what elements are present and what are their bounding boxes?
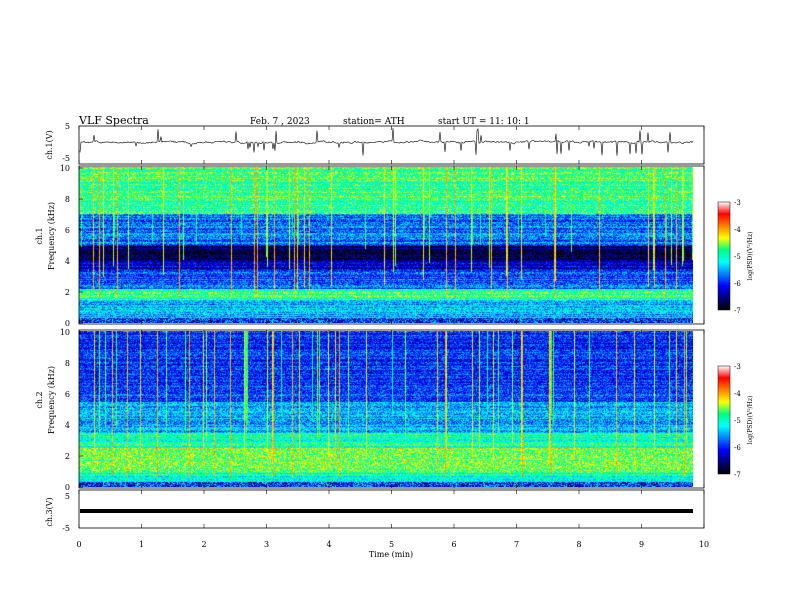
ch2-colorbar-tick-m5: -5 bbox=[734, 417, 741, 425]
time-axis: 0 1 2 3 4 5 6 7 8 9 10 bbox=[76, 126, 709, 549]
time-tick-label: 3 bbox=[264, 540, 269, 549]
frequency-tick-label: 4 bbox=[65, 421, 70, 430]
ch2-colorbar-label: log(PSD)(V²/Hz) bbox=[747, 396, 754, 445]
time-tick-label: 4 bbox=[326, 540, 331, 549]
ch1-colorbar-tick-m4: -4 bbox=[734, 226, 741, 234]
ch2-colorbar-frame bbox=[717, 365, 731, 475]
frequency-tick-label: 2 bbox=[65, 452, 70, 461]
ch3-waveform-line bbox=[80, 509, 693, 513]
ch2-channel-label: ch.2 bbox=[35, 391, 44, 408]
ch2-frequency-ticks: 10 8 6 4 2 0 bbox=[60, 328, 83, 492]
time-tick-label: 7 bbox=[514, 540, 519, 549]
ch1-waveform-frame bbox=[78, 125, 705, 165]
frequency-tick-label: 10 bbox=[60, 164, 70, 173]
frequency-tick-label: 0 bbox=[65, 319, 70, 328]
ch1-frequency-ticks: 10 8 6 4 2 0 bbox=[60, 164, 83, 328]
time-tick-label: 0 bbox=[76, 540, 81, 549]
ch1-colorbar-label: log(PSD)(V²/Hz) bbox=[747, 232, 754, 281]
ch3-ytick-top: 5 bbox=[65, 492, 70, 501]
ch1-channel-label: ch.1 bbox=[35, 227, 44, 244]
frequency-tick-label: 8 bbox=[65, 359, 70, 368]
ch1-colorbar-tick-m6: -6 bbox=[734, 280, 741, 288]
ch2-colorbar-tick-m7: -7 bbox=[734, 471, 741, 479]
start-ut-label: start UT = 11: 10: 1 bbox=[438, 117, 530, 127]
time-tick-label: 5 bbox=[389, 540, 394, 549]
time-tick-label: 8 bbox=[576, 540, 581, 549]
frequency-tick-label: 8 bbox=[65, 195, 70, 204]
ch1-colorbar-frame bbox=[717, 201, 731, 311]
ch3-waveform-panel: 5 -5 ch.3(V) 0 1 2 3 4 5 6 7 8 9 10 Time (min) bbox=[45, 126, 709, 559]
ch1-colorbar: -3 -4 -5 -6 -7 log(PSD)(V²/Hz) bbox=[717, 199, 754, 315]
ch3-ytick-bottom: -5 bbox=[62, 524, 70, 533]
ch2-spectrogram-panel: 10 8 6 4 2 0 ch.2 Frequency (kHz) bbox=[35, 328, 705, 492]
ch1-waveform-panel: 5 -5 ch.1(V) bbox=[45, 122, 705, 165]
frequency-tick-label: 0 bbox=[65, 483, 70, 492]
ch1-frequency-ylabel: Frequency (kHz) bbox=[47, 202, 56, 270]
ch2-colorbar: -3 -4 -5 -6 -7 log(PSD)(V²/Hz) bbox=[717, 363, 754, 479]
frequency-tick-label: 10 bbox=[60, 328, 70, 337]
ch1-ylabel: ch.1(V) bbox=[45, 130, 54, 159]
frequency-tick-label: 6 bbox=[65, 226, 70, 235]
frequency-tick-label: 6 bbox=[65, 390, 70, 399]
frequency-tick-label: 2 bbox=[65, 288, 70, 297]
ch2-colorbar-gradient bbox=[718, 366, 730, 474]
station-label: station= ATH bbox=[343, 117, 405, 127]
time-tick-label: 10 bbox=[699, 540, 709, 549]
ch1-colorbar-tick-m3: -3 bbox=[734, 199, 741, 207]
ch1-spectrogram-panel: 10 8 6 4 2 0 ch.1 Frequency (kHz) bbox=[35, 164, 705, 328]
ch1-ytick-top: 5 bbox=[65, 122, 70, 131]
frequency-tick-label: 4 bbox=[65, 257, 70, 266]
time-tick-label: 2 bbox=[201, 540, 206, 549]
time-axis-label: Time (min) bbox=[369, 550, 413, 559]
ch1-spectrogram-image bbox=[79, 167, 693, 323]
time-tick-label: 9 bbox=[639, 540, 644, 549]
date-label: Feb. 7 , 2023 bbox=[250, 117, 310, 127]
ch2-colorbar-tick-m3: -3 bbox=[734, 363, 741, 371]
ch2-colorbar-tick-m4: -4 bbox=[734, 390, 741, 398]
ch3-ylabel: ch.3(V) bbox=[45, 497, 54, 526]
ch1-colorbar-tick-m7: -7 bbox=[734, 307, 741, 315]
ch1-ytick-bottom: -5 bbox=[62, 154, 70, 163]
ch2-spectrogram-image bbox=[79, 331, 693, 487]
ch1-colorbar-gradient bbox=[718, 202, 730, 310]
time-tick-label: 1 bbox=[139, 540, 144, 549]
ch2-colorbar-tick-m6: -6 bbox=[734, 444, 741, 452]
ch1-waveform-line bbox=[79, 128, 694, 156]
ch2-frequency-ylabel: Frequency (kHz) bbox=[47, 366, 56, 434]
ch1-colorbar-tick-m5: -5 bbox=[734, 253, 741, 261]
figure-title: VLF Spectra bbox=[78, 114, 149, 127]
time-tick-label: 6 bbox=[451, 540, 456, 549]
